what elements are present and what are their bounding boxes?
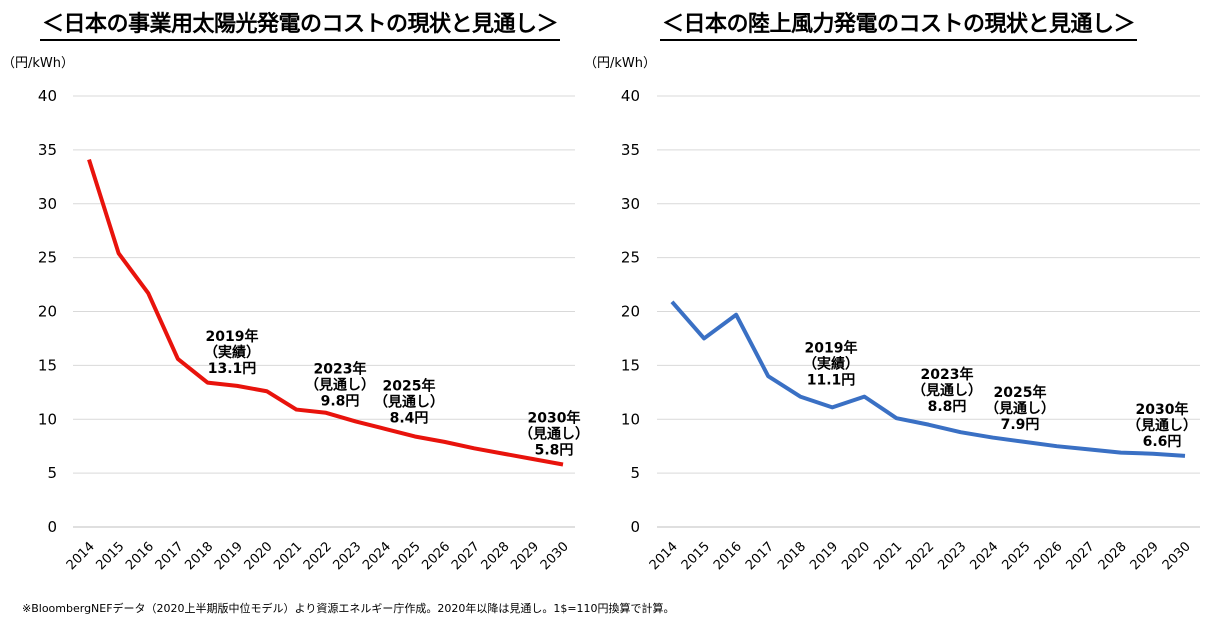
x-tick-label: 2029 — [1128, 539, 1162, 573]
x-tick-label: 2019 — [807, 539, 841, 573]
x-tick-label: 2027 — [1064, 539, 1098, 573]
y-tick-label: 10 — [38, 410, 57, 428]
chart-title-wind: ＜日本の陸上風力発電のコストの現状と見通し＞ — [660, 6, 1138, 41]
data-annotation: （見通し） — [519, 427, 589, 443]
x-tick-label: 2025 — [390, 539, 424, 573]
data-annotation: （見通し） — [912, 383, 982, 399]
data-annotation: 9.8円 — [321, 393, 360, 409]
x-tick-label: 2028 — [1096, 539, 1130, 573]
y-tick-label: 10 — [621, 410, 640, 428]
data-annotation: （見通し） — [1127, 418, 1197, 434]
x-tick-label: 2029 — [508, 539, 542, 573]
x-tick-label: 2016 — [123, 539, 157, 573]
x-tick-label: 2022 — [301, 539, 335, 573]
data-annotation: 8.4円 — [390, 410, 429, 426]
y-unit-wind: （円/kWh） — [584, 56, 657, 71]
y-unit-solar: （円/kWh） — [2, 56, 75, 71]
data-annotation: 7.9円 — [1001, 417, 1040, 433]
chart-title-solar: ＜日本の事業用太陽光発電のコストの現状と見通し＞ — [40, 6, 561, 41]
x-tick-label: 2021 — [271, 539, 305, 573]
x-tick-label: 2014 — [647, 539, 681, 573]
y-tick-label: 40 — [621, 87, 640, 105]
x-tick-label: 2026 — [1032, 539, 1066, 573]
data-annotation: 2023年 — [921, 366, 974, 383]
x-tick-label: 2022 — [903, 539, 937, 573]
x-tick-label: 2017 — [743, 539, 777, 573]
data-annotation: 6.6円 — [1143, 434, 1182, 450]
y-tick-label: 15 — [38, 356, 57, 374]
x-tick-label: 2018 — [775, 539, 809, 573]
x-tick-label: 2030 — [538, 539, 572, 573]
y-tick-label: 30 — [621, 195, 640, 213]
x-tick-label: 2021 — [871, 539, 905, 573]
data-annotation: 2019年 — [805, 339, 858, 356]
data-annotation: 5.8円 — [535, 443, 574, 459]
data-annotation: 2025年 — [994, 384, 1047, 401]
data-annotation: 11.1円 — [807, 372, 856, 388]
data-annotation: （実績） — [803, 355, 859, 372]
x-tick-label: 2015 — [679, 539, 713, 573]
x-tick-label: 2020 — [242, 539, 276, 573]
x-tick-label: 2016 — [711, 539, 745, 573]
data-annotation: （実績） — [204, 344, 260, 361]
data-annotation: （見通し） — [305, 377, 375, 393]
data-annotation: 2030年 — [1136, 401, 1189, 418]
data-annotation: 8.8円 — [928, 399, 967, 415]
data-annotation: 2030年 — [528, 410, 581, 427]
x-tick-label: 2023 — [330, 539, 364, 573]
data-annotation: 2019年 — [206, 328, 259, 345]
data-annotation: （見通し） — [985, 401, 1055, 417]
x-tick-label: 2018 — [182, 539, 216, 573]
x-tick-label: 2025 — [1000, 539, 1034, 573]
x-tick-label: 2030 — [1160, 539, 1194, 573]
x-tick-label: 2019 — [212, 539, 246, 573]
x-tick-label: 2017 — [153, 539, 187, 573]
data-annotation: 13.1円 — [208, 361, 257, 377]
x-tick-label: 2015 — [93, 539, 127, 573]
data-annotation: 2025年 — [383, 377, 436, 394]
x-tick-label: 2028 — [479, 539, 513, 573]
data-annotation: 2023年 — [314, 360, 367, 377]
y-tick-label: 40 — [38, 87, 57, 105]
y-tick-label: 35 — [621, 141, 640, 159]
footnote: ※BloombergNEFデータ（2020上半期版中位モデル）より資源エネルギー… — [22, 602, 675, 615]
x-tick-label: 2027 — [449, 539, 483, 573]
y-tick-label: 5 — [47, 464, 57, 482]
y-tick-label: 0 — [630, 518, 640, 536]
x-tick-label: 2024 — [967, 539, 1001, 573]
x-tick-label: 2026 — [419, 539, 453, 573]
y-tick-label: 35 — [38, 141, 57, 159]
x-tick-label: 2023 — [935, 539, 969, 573]
y-tick-label: 20 — [38, 303, 57, 321]
y-tick-label: 25 — [621, 249, 640, 267]
y-tick-label: 25 — [38, 249, 57, 267]
y-tick-label: 5 — [630, 464, 640, 482]
y-tick-label: 0 — [47, 518, 57, 536]
x-tick-label: 2014 — [64, 539, 98, 573]
y-tick-label: 30 — [38, 195, 57, 213]
y-tick-label: 20 — [621, 303, 640, 321]
x-tick-label: 2020 — [839, 539, 873, 573]
x-tick-label: 2024 — [360, 539, 394, 573]
y-tick-label: 15 — [621, 356, 640, 374]
data-annotation: （見通し） — [374, 394, 444, 410]
